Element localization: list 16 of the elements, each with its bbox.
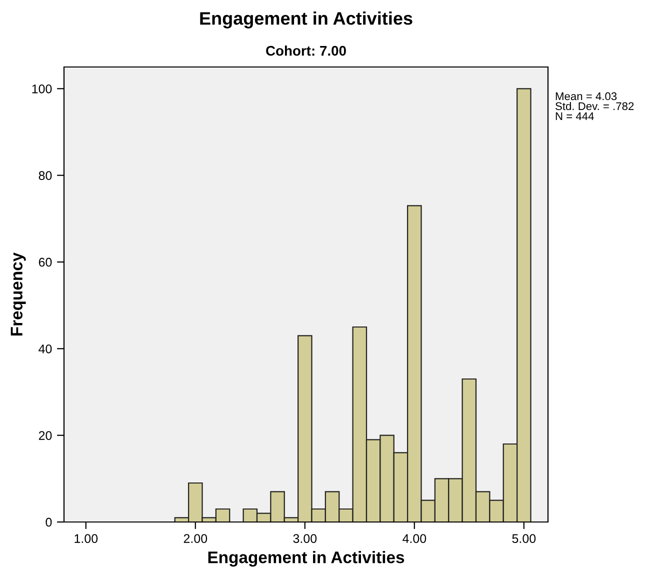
y-tick-label: 0 <box>46 518 52 527</box>
y-axis-title: Frequency <box>10 252 26 336</box>
x-tick-label: 3.00 <box>293 534 317 543</box>
y-tick-label: 20 <box>38 431 52 440</box>
chart-subtitle: Cohort: 7.00 <box>266 46 346 56</box>
x-tick-label: 5.00 <box>512 534 536 543</box>
y-tick-label: 80 <box>38 171 52 180</box>
x-tick-label: 1.00 <box>74 534 98 543</box>
y-tick-label: 60 <box>38 258 52 267</box>
x-axis-title: Engagement in Activities <box>208 551 404 567</box>
chart-title: Engagement in Activities <box>200 12 412 28</box>
y-tick-label: 40 <box>38 344 52 354</box>
text: Mean = 4.03 Std. Dev. = .782 N = 444 <box>556 92 634 120</box>
y-tick-label: 100 <box>32 84 52 94</box>
x-tick-label: 4.00 <box>402 534 426 543</box>
x-tick-label: 2.00 <box>184 534 208 543</box>
